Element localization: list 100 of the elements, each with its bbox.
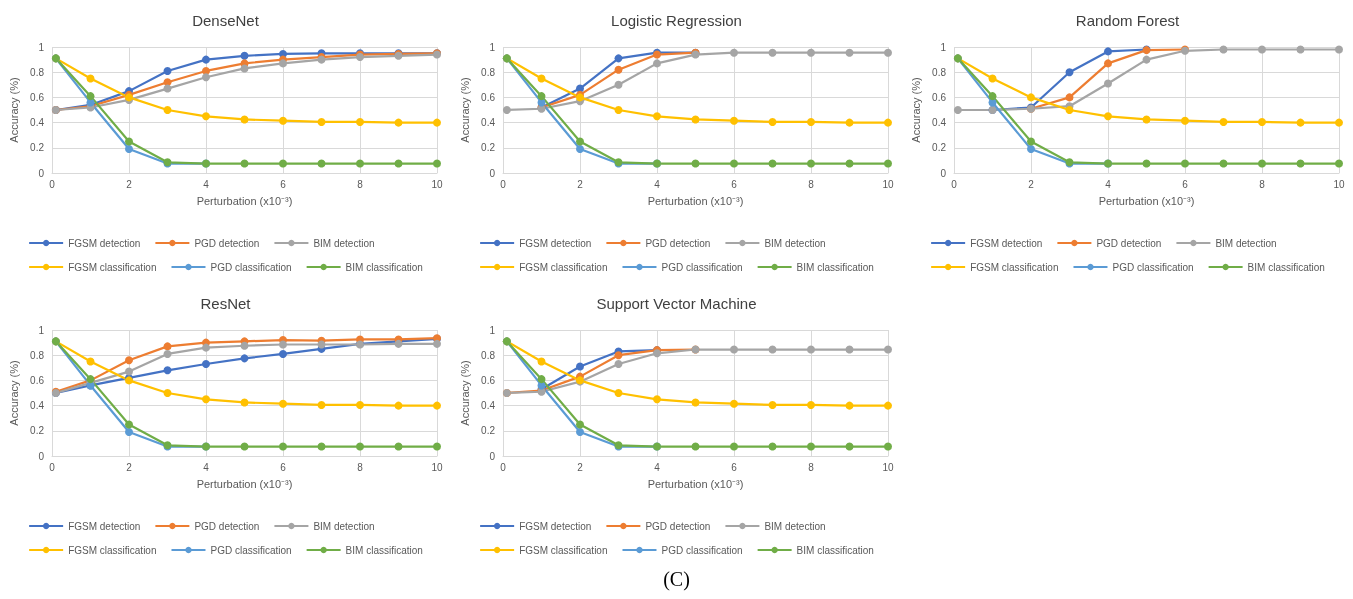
y-tick-label: 0.2 bbox=[30, 142, 45, 154]
legend-label: BIM classification bbox=[796, 544, 874, 556]
y-tick-label: 0.8 bbox=[932, 66, 947, 78]
legend-label: PGD classification bbox=[1112, 261, 1194, 273]
x-tick-label: 0 bbox=[49, 461, 56, 473]
y-axis-title: Accuracy (%) bbox=[458, 77, 471, 143]
legend-label: BIM classification bbox=[1247, 261, 1325, 273]
x-tick-label: 0 bbox=[951, 178, 958, 190]
legend-label: PGD classification bbox=[661, 261, 743, 273]
y-tick-label: 0.8 bbox=[30, 66, 45, 78]
y-tick-label: 0.6 bbox=[30, 91, 45, 103]
y-tick-label: 1 bbox=[489, 41, 496, 53]
legend-label: PGD detection bbox=[645, 520, 711, 532]
x-axis-title: Perturbation (x10⁻³) bbox=[1098, 194, 1195, 207]
legend-label: BIM detection bbox=[1215, 237, 1277, 249]
x-tick-label: 8 bbox=[357, 178, 364, 190]
y-tick-label: 0.2 bbox=[481, 425, 496, 437]
y-axis-title: Accuracy (%) bbox=[7, 77, 20, 143]
y-tick-label: 1 bbox=[38, 41, 45, 53]
legend-label: PGD classification bbox=[661, 544, 743, 556]
legend-label: FGSM classification bbox=[519, 544, 608, 556]
x-tick-label: 4 bbox=[654, 461, 661, 473]
y-tick-label: 0.4 bbox=[481, 117, 496, 129]
x-tick-label: 6 bbox=[1182, 178, 1189, 190]
y-tick-label: 0 bbox=[489, 167, 496, 179]
y-tick-label: 0.4 bbox=[932, 117, 947, 129]
y-axis-title: Accuracy (%) bbox=[7, 360, 20, 426]
x-tick-label: 6 bbox=[280, 461, 287, 473]
chart-title: DenseNet bbox=[192, 12, 260, 29]
x-tick-label: 10 bbox=[431, 461, 443, 473]
y-tick-label: 0 bbox=[489, 450, 496, 462]
x-tick-label: 8 bbox=[357, 461, 364, 473]
x-tick-label: 0 bbox=[500, 461, 507, 473]
legend-label: BIM classification bbox=[345, 261, 423, 273]
x-tick-label: 0 bbox=[500, 178, 507, 190]
y-tick-label: 0.2 bbox=[932, 142, 947, 154]
y-axis-title: Accuracy (%) bbox=[909, 77, 922, 143]
y-tick-label: 1 bbox=[940, 41, 947, 53]
legend-label: FGSM classification bbox=[970, 261, 1059, 273]
y-tick-label: 0.2 bbox=[30, 425, 45, 437]
legend-label: FGSM classification bbox=[68, 261, 157, 273]
y-tick-label: 0.6 bbox=[481, 91, 496, 103]
y-tick-label: 1 bbox=[38, 324, 45, 336]
legend-label: FGSM detection bbox=[68, 237, 141, 249]
chart-title: Support Vector Machine bbox=[596, 295, 757, 312]
y-tick-label: 0.6 bbox=[932, 91, 947, 103]
y-tick-label: 0 bbox=[38, 450, 45, 462]
x-tick-label: 8 bbox=[1259, 178, 1266, 190]
y-tick-label: 0.8 bbox=[481, 349, 496, 361]
y-tick-label: 0.4 bbox=[481, 400, 496, 412]
x-tick-label: 2 bbox=[126, 461, 133, 473]
x-tick-label: 8 bbox=[808, 178, 815, 190]
chart-title: Random Forest bbox=[1075, 12, 1181, 29]
legend-label: PGD detection bbox=[194, 237, 260, 249]
y-tick-label: 0.6 bbox=[30, 374, 45, 386]
chart-title: Logistic Regression bbox=[611, 12, 742, 29]
y-tick-label: 0 bbox=[940, 167, 947, 179]
legend-label: PGD detection bbox=[194, 520, 260, 532]
x-tick-label: 4 bbox=[203, 461, 210, 473]
x-axis-title: Perturbation (x10⁻³) bbox=[647, 477, 744, 490]
x-tick-label: 10 bbox=[882, 461, 894, 473]
x-axis-title: Perturbation (x10⁻³) bbox=[196, 194, 293, 207]
y-tick-label: 0.6 bbox=[481, 374, 496, 386]
y-tick-label: 0.2 bbox=[481, 142, 496, 154]
x-axis-title: Perturbation (x10⁻³) bbox=[196, 477, 293, 490]
y-tick-label: 0.8 bbox=[481, 66, 496, 78]
legend-label: FGSM classification bbox=[519, 261, 608, 273]
x-tick-label: 4 bbox=[654, 178, 661, 190]
x-tick-label: 10 bbox=[1333, 178, 1345, 190]
y-tick-label: 0.4 bbox=[30, 400, 45, 412]
x-tick-label: 4 bbox=[203, 178, 210, 190]
legend-label: BIM detection bbox=[313, 520, 375, 532]
legend-label: FGSM detection bbox=[68, 520, 141, 532]
x-tick-label: 8 bbox=[808, 461, 815, 473]
legend-label: FGSM detection bbox=[519, 237, 592, 249]
y-tick-label: 0 bbox=[38, 167, 45, 179]
legend-label: BIM detection bbox=[313, 237, 375, 249]
x-tick-label: 10 bbox=[431, 178, 443, 190]
x-tick-label: 10 bbox=[882, 178, 894, 190]
y-tick-label: 0.8 bbox=[30, 349, 45, 361]
legend-label: FGSM detection bbox=[970, 237, 1043, 249]
legend-label: PGD classification bbox=[210, 261, 292, 273]
x-tick-label: 6 bbox=[280, 178, 287, 190]
legend-label: FGSM detection bbox=[519, 520, 592, 532]
x-tick-label: 2 bbox=[126, 178, 133, 190]
x-axis-title: Perturbation (x10⁻³) bbox=[647, 194, 744, 207]
legend-label: BIM classification bbox=[345, 544, 423, 556]
legend-label: BIM classification bbox=[796, 261, 874, 273]
x-tick-label: 2 bbox=[577, 178, 584, 190]
x-tick-label: 0 bbox=[49, 178, 56, 190]
x-tick-label: 2 bbox=[1028, 178, 1035, 190]
x-tick-label: 6 bbox=[731, 461, 738, 473]
text: (C) bbox=[662, 568, 691, 591]
legend-label: PGD detection bbox=[1096, 237, 1162, 249]
legend-label: FGSM classification bbox=[68, 544, 157, 556]
y-axis-title: Accuracy (%) bbox=[458, 360, 471, 426]
legend-label: BIM detection bbox=[764, 237, 826, 249]
x-tick-label: 4 bbox=[1105, 178, 1112, 190]
chart-title: ResNet bbox=[200, 295, 252, 312]
legend-label: PGD classification bbox=[210, 544, 292, 556]
